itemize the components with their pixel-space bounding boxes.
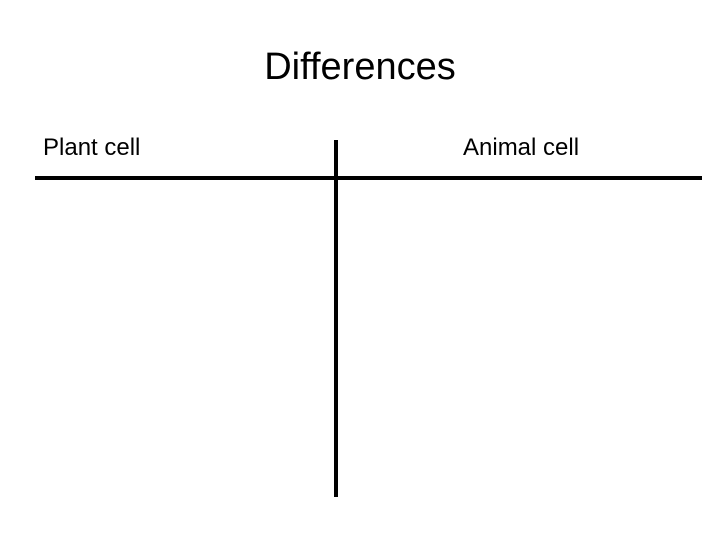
t-chart-vertical-line	[334, 140, 338, 497]
column-header-animal-cell: Animal cell	[463, 134, 580, 161]
slide-title: Differences	[264, 46, 456, 88]
column-header-plant-cell: Plant cell	[43, 134, 141, 161]
t-chart-horizontal-line	[35, 176, 702, 180]
